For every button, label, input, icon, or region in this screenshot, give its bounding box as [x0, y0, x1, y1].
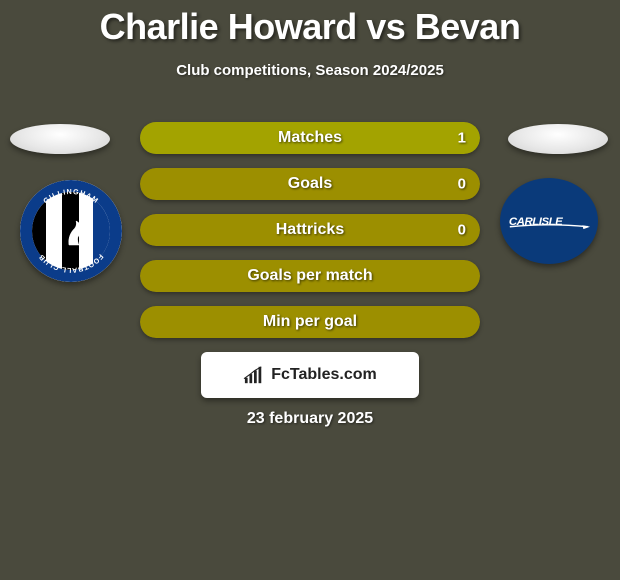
stat-bar: Goals0	[140, 168, 480, 200]
svg-text:GILLINGHAM: GILLINGHAM	[41, 187, 100, 206]
stat-bar-left-fill	[140, 260, 310, 292]
bar-chart-icon	[243, 365, 265, 385]
club-badge-right: CARLISLE	[500, 178, 598, 264]
page-title: Charlie Howard vs Bevan	[0, 0, 620, 48]
stat-bar-right-fill	[310, 168, 480, 200]
stat-bar-right-fill	[310, 306, 480, 338]
stat-bar-right-fill	[140, 122, 480, 154]
stat-bar-track	[140, 168, 480, 200]
club-badge-left-ring-text: GILLINGHAM FOOTBALL CLUB	[20, 180, 122, 282]
branding-badge: FcTables.com	[201, 352, 419, 398]
stat-bar-right-fill	[310, 260, 480, 292]
stat-bar-track	[140, 260, 480, 292]
stat-bar: Goals per match	[140, 260, 480, 292]
carlisle-logo: CARLISLE	[506, 206, 592, 236]
stat-bar-value-right: 0	[458, 176, 466, 193]
player-left-avatar-placeholder	[10, 124, 110, 154]
stat-bar-value-right: 1	[458, 130, 466, 147]
comparison-card: Charlie Howard vs Bevan Club competition…	[0, 0, 620, 580]
stat-bar-track	[140, 306, 480, 338]
stat-bar: Matches1	[140, 122, 480, 154]
stat-bar: Hattricks0	[140, 214, 480, 246]
svg-text:FOOTBALL CLUB: FOOTBALL CLUB	[38, 252, 104, 273]
stat-bar-left-fill	[140, 168, 310, 200]
stat-bar-left-fill	[140, 306, 310, 338]
branding-text: FcTables.com	[271, 366, 377, 384]
stat-bar-track	[140, 214, 480, 246]
stat-bar: Min per goal	[140, 306, 480, 338]
player-right-avatar-placeholder	[508, 124, 608, 154]
comparison-date: 23 february 2025	[0, 410, 620, 428]
stat-bar-track	[140, 122, 480, 154]
stat-bar-right-fill	[310, 214, 480, 246]
stat-bars: Matches1 Goals0 Hattricks0 Goals per match M…	[140, 122, 480, 352]
page-subtitle: Club competitions, Season 2024/2025	[0, 62, 620, 79]
stat-bar-left-fill	[140, 214, 310, 246]
club-badge-left: GILLINGHAM FOOTBALL CLUB	[20, 180, 122, 282]
stat-bar-value-right: 0	[458, 222, 466, 239]
